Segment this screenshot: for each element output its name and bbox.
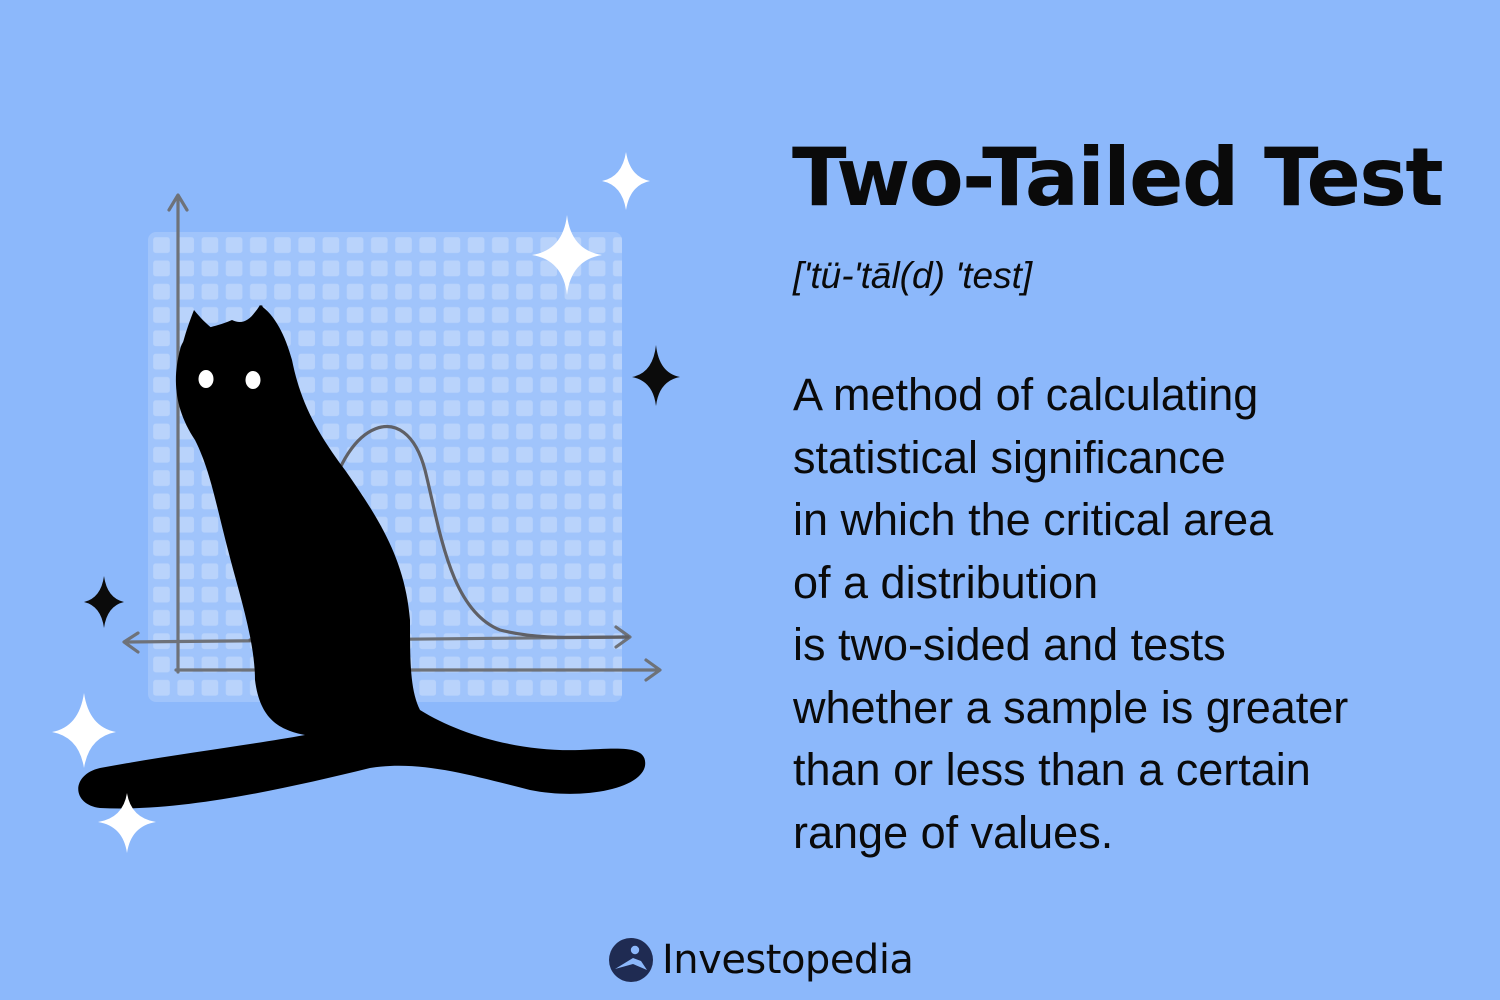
page-title: Two-Tailed Test	[792, 131, 1444, 224]
definition-line: in which the critical area	[793, 494, 1274, 545]
definition-text: A method of calculating statistical sign…	[793, 364, 1483, 864]
definition-line: than or less than a certain	[793, 744, 1311, 795]
cat-eye-right	[245, 371, 261, 389]
cat-graph-illustration	[52, 152, 680, 853]
sparkle-icon	[52, 693, 116, 768]
definition-line: A method of calculating	[793, 369, 1259, 420]
cat-eye-left	[198, 370, 214, 388]
sparkle-icon	[532, 215, 602, 295]
definition-line: statistical significance	[793, 431, 1226, 483]
brand-name: Investopedia	[662, 937, 914, 983]
sparkle-icon	[602, 152, 650, 210]
definition-line: of a distribution	[793, 556, 1099, 608]
definition-line: range of values.	[793, 806, 1114, 858]
sparkle-icon	[632, 345, 680, 406]
definition-line: whether a sample is greater	[793, 681, 1349, 733]
investopedia-logo-icon	[609, 938, 653, 982]
brand-logo: Investopedia	[608, 930, 914, 990]
sparkle-icon	[98, 793, 156, 853]
sparkle-icon	[84, 576, 124, 628]
pronunciation: ['tü-'tāl(d) 'test]	[793, 255, 1033, 296]
definition-line: is two-sided and tests	[793, 619, 1226, 670]
cat-icon	[78, 305, 646, 809]
